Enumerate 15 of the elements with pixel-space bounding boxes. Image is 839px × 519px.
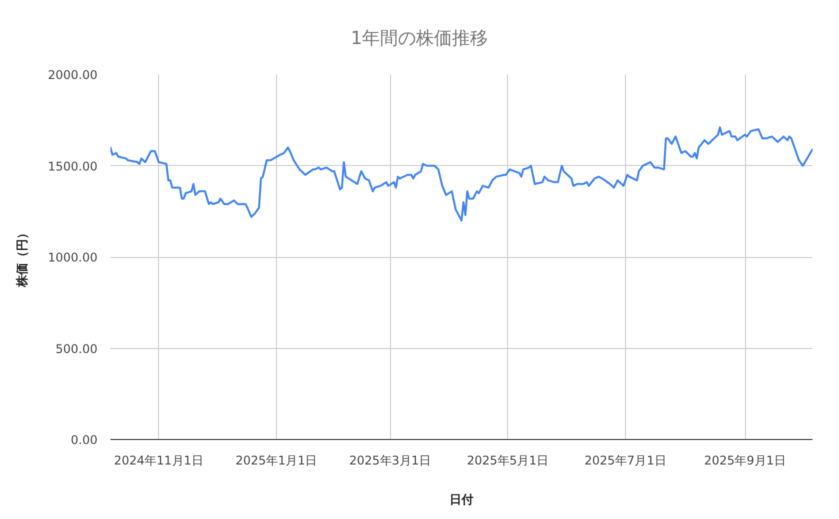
x-tick-label: 2025年1月1日 <box>235 454 318 468</box>
chart-title: 1年間の株価推移 <box>350 27 490 51</box>
x-tick-label: 2025年9月1日 <box>704 454 786 468</box>
line-series <box>110 126 812 222</box>
y-axis-title: 株価（円） <box>14 227 29 288</box>
x-tick-label: 2025年3月1日 <box>349 454 432 468</box>
y-tick-label: 1500.00 <box>48 159 98 174</box>
x-tick-label: 2025年7月1日 <box>584 454 666 468</box>
y-tick-label: 2000.00 <box>48 68 98 82</box>
y-tick-label: 500.00 <box>56 342 98 356</box>
y-tick-label: 0.00 <box>70 433 98 447</box>
x-tick-label: 2024年11月1日 <box>114 454 204 468</box>
y-tick-label: 1000.00 <box>48 250 98 264</box>
x-axis-title: 日付 <box>450 492 474 506</box>
x-tick-label: 2025年5月1日 <box>466 454 549 468</box>
